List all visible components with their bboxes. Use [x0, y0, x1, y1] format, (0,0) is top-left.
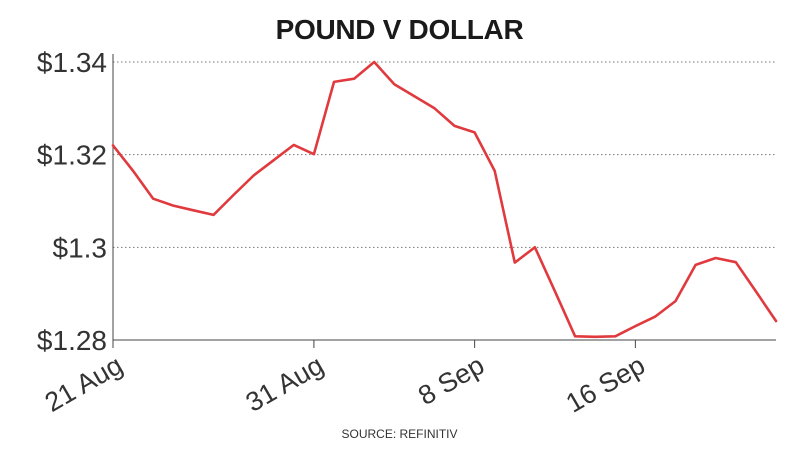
- series-line-0: [111, 60, 778, 339]
- x-tick-label-3: 16 Sep: [561, 350, 650, 419]
- y-tick-label-0: $1.34: [37, 47, 107, 78]
- y-tick-label-1: $1.32: [37, 140, 107, 171]
- y-tick-label-2: $1.3: [53, 232, 108, 263]
- source-note: SOURCE: REFINITIV: [341, 427, 458, 441]
- y-tick-label-3: $1.28: [37, 325, 107, 356]
- x-tick-label-0: 21 Aug: [40, 350, 128, 418]
- chart-title: POUND V DOLLAR: [275, 14, 524, 45]
- x-tick-label-1: 31 Aug: [241, 350, 329, 418]
- x-tick-label-2: 8 Sep: [413, 350, 489, 411]
